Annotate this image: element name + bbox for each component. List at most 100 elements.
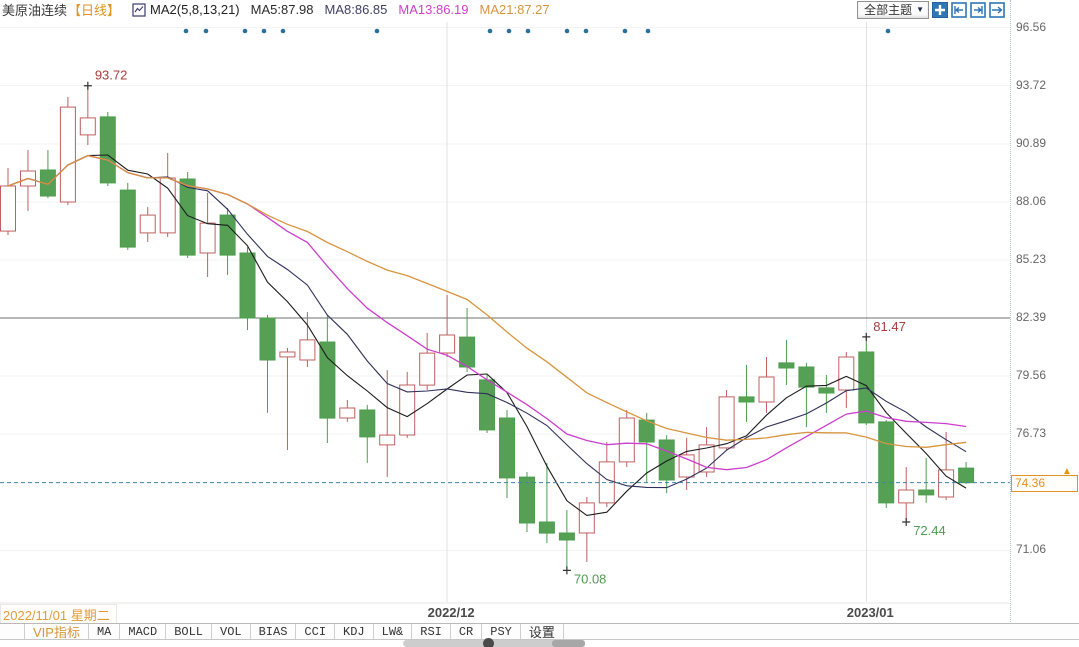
h-scrollbar-segment[interactable] [552,640,585,647]
candle-down [558,532,575,541]
price-up-arrow-icon: ▲ [1062,466,1072,477]
extreme-price-label: 70.08 [574,571,607,586]
indicator-tab-[interactable]: 设置 [521,624,564,640]
y-axis-label: 88.06 [1016,193,1047,208]
candle-up [838,356,855,391]
candle-up [938,469,955,498]
candle-down [918,489,935,496]
y-axis-label: 93.72 [1016,77,1047,92]
candle-up [299,339,316,361]
candle-up [718,396,735,449]
indicator-tab-bias[interactable]: BIAS [251,624,297,639]
extreme-marker-icon [862,332,871,341]
candle-down [738,396,755,403]
candle-down [499,417,515,479]
period-label: 【日线】 [68,3,121,18]
chart-canvas[interactable]: 93.72 81.47 70.08 72.44 [0,0,1010,638]
event-dot [374,28,380,34]
indicator-tab-kdj[interactable]: KDJ [335,624,374,639]
candle-up [339,407,356,419]
indicator-tab-macd[interactable]: MACD [120,624,167,639]
indicator-tab-vip[interactable]: VIP指标 [25,624,89,640]
event-dot [885,28,891,34]
indicator-tab-cr[interactable]: CR [451,624,483,639]
ma21-line [7,154,967,448]
candle-up [758,376,775,403]
theme-dropdown-label: 全部主题 [864,2,913,17]
candle-down [319,341,336,419]
extreme-marker-icon [83,81,92,90]
x-axis-label: 2023/01 [846,605,894,620]
shift-right-button[interactable] [989,1,1005,18]
indicator-tab-cci[interactable]: CCI [296,624,336,639]
candle-down [878,421,895,504]
candle-up [0,185,16,232]
candle-down [179,178,196,256]
toolbar-spacer [0,624,25,639]
event-dot [506,28,512,34]
extreme-price-label: 93.72 [95,68,128,83]
crosshair-tool-button[interactable] [932,1,948,18]
scale-right-button[interactable] [970,1,986,18]
candle-down [778,362,795,369]
candle-down [459,336,476,368]
candle-up [439,334,456,354]
indicator-tab-psy[interactable]: PSY [482,624,521,639]
event-dot [645,28,651,34]
ma8-line [7,155,967,489]
indicator-tab-lw[interactable]: LW& [374,624,413,639]
candle-down [479,379,495,431]
candle-down [99,116,116,184]
candle-up [139,214,156,234]
event-dot [487,28,493,34]
candle-down [239,252,256,319]
candle-down [359,409,376,438]
indicator-tab-vol[interactable]: VOL [212,624,251,639]
candle-up [578,502,595,534]
event-dot [183,28,189,34]
candle-up [898,489,915,504]
y-axis-label: 96.56 [1016,19,1047,34]
candle-up [419,352,436,386]
candle-down [259,317,276,361]
scale-left-button[interactable] [951,1,967,18]
event-dot [261,28,267,34]
indicator-tab-boll[interactable]: BOLL [166,624,212,639]
chart-legend-icon [132,2,146,17]
candle-up [59,106,76,203]
theme-dropdown[interactable]: 全部主题 ▼ [857,0,929,19]
x-axis-label: 2022/12 [427,605,475,620]
y-axis-label: 85.23 [1016,251,1047,266]
ma-legend: MA5:87.98 MA8:86.85 MA13:86.19 MA21:87.27 [240,2,550,17]
event-dot [280,28,286,34]
event-dot [583,28,589,34]
header-controls: 全部主题 ▼ [857,0,1005,19]
candle-down [538,521,555,534]
y-axis-label: 90.89 [1016,135,1047,150]
candle-down [219,214,236,256]
symbol-title: 美原油连续 [2,3,68,18]
indicator-tab-ma[interactable]: MA [89,624,121,639]
extreme-marker-icon [902,517,911,526]
event-dot [525,28,531,34]
candle-up [618,417,635,463]
h-scrollbar-thumb[interactable] [483,638,494,647]
chevron-down-icon: ▼ [916,4,924,14]
candle-down [39,169,56,197]
indicator-tab-rsi[interactable]: RSI [412,624,451,639]
candle-down [958,467,975,484]
price-axis[interactable]: 96.56 93.72 90.89 88.06 85.23 82.39 79.56 76.73… [1010,0,1079,638]
candle-up [159,177,176,234]
candle-up [399,384,416,436]
event-dot [622,28,628,34]
h-scrollbar-track[interactable] [403,640,585,647]
candle-down [798,366,815,388]
event-dot [564,28,570,34]
ma-value-ma8: MA8:86.85 [324,2,388,17]
extreme-marker-icon [562,566,571,575]
ma-value-ma5: MA5:87.98 [250,2,314,17]
y-axis-label: 71.06 [1016,542,1047,557]
event-dot [203,28,209,34]
ma-value-ma13: MA13:86.19 [398,2,469,17]
